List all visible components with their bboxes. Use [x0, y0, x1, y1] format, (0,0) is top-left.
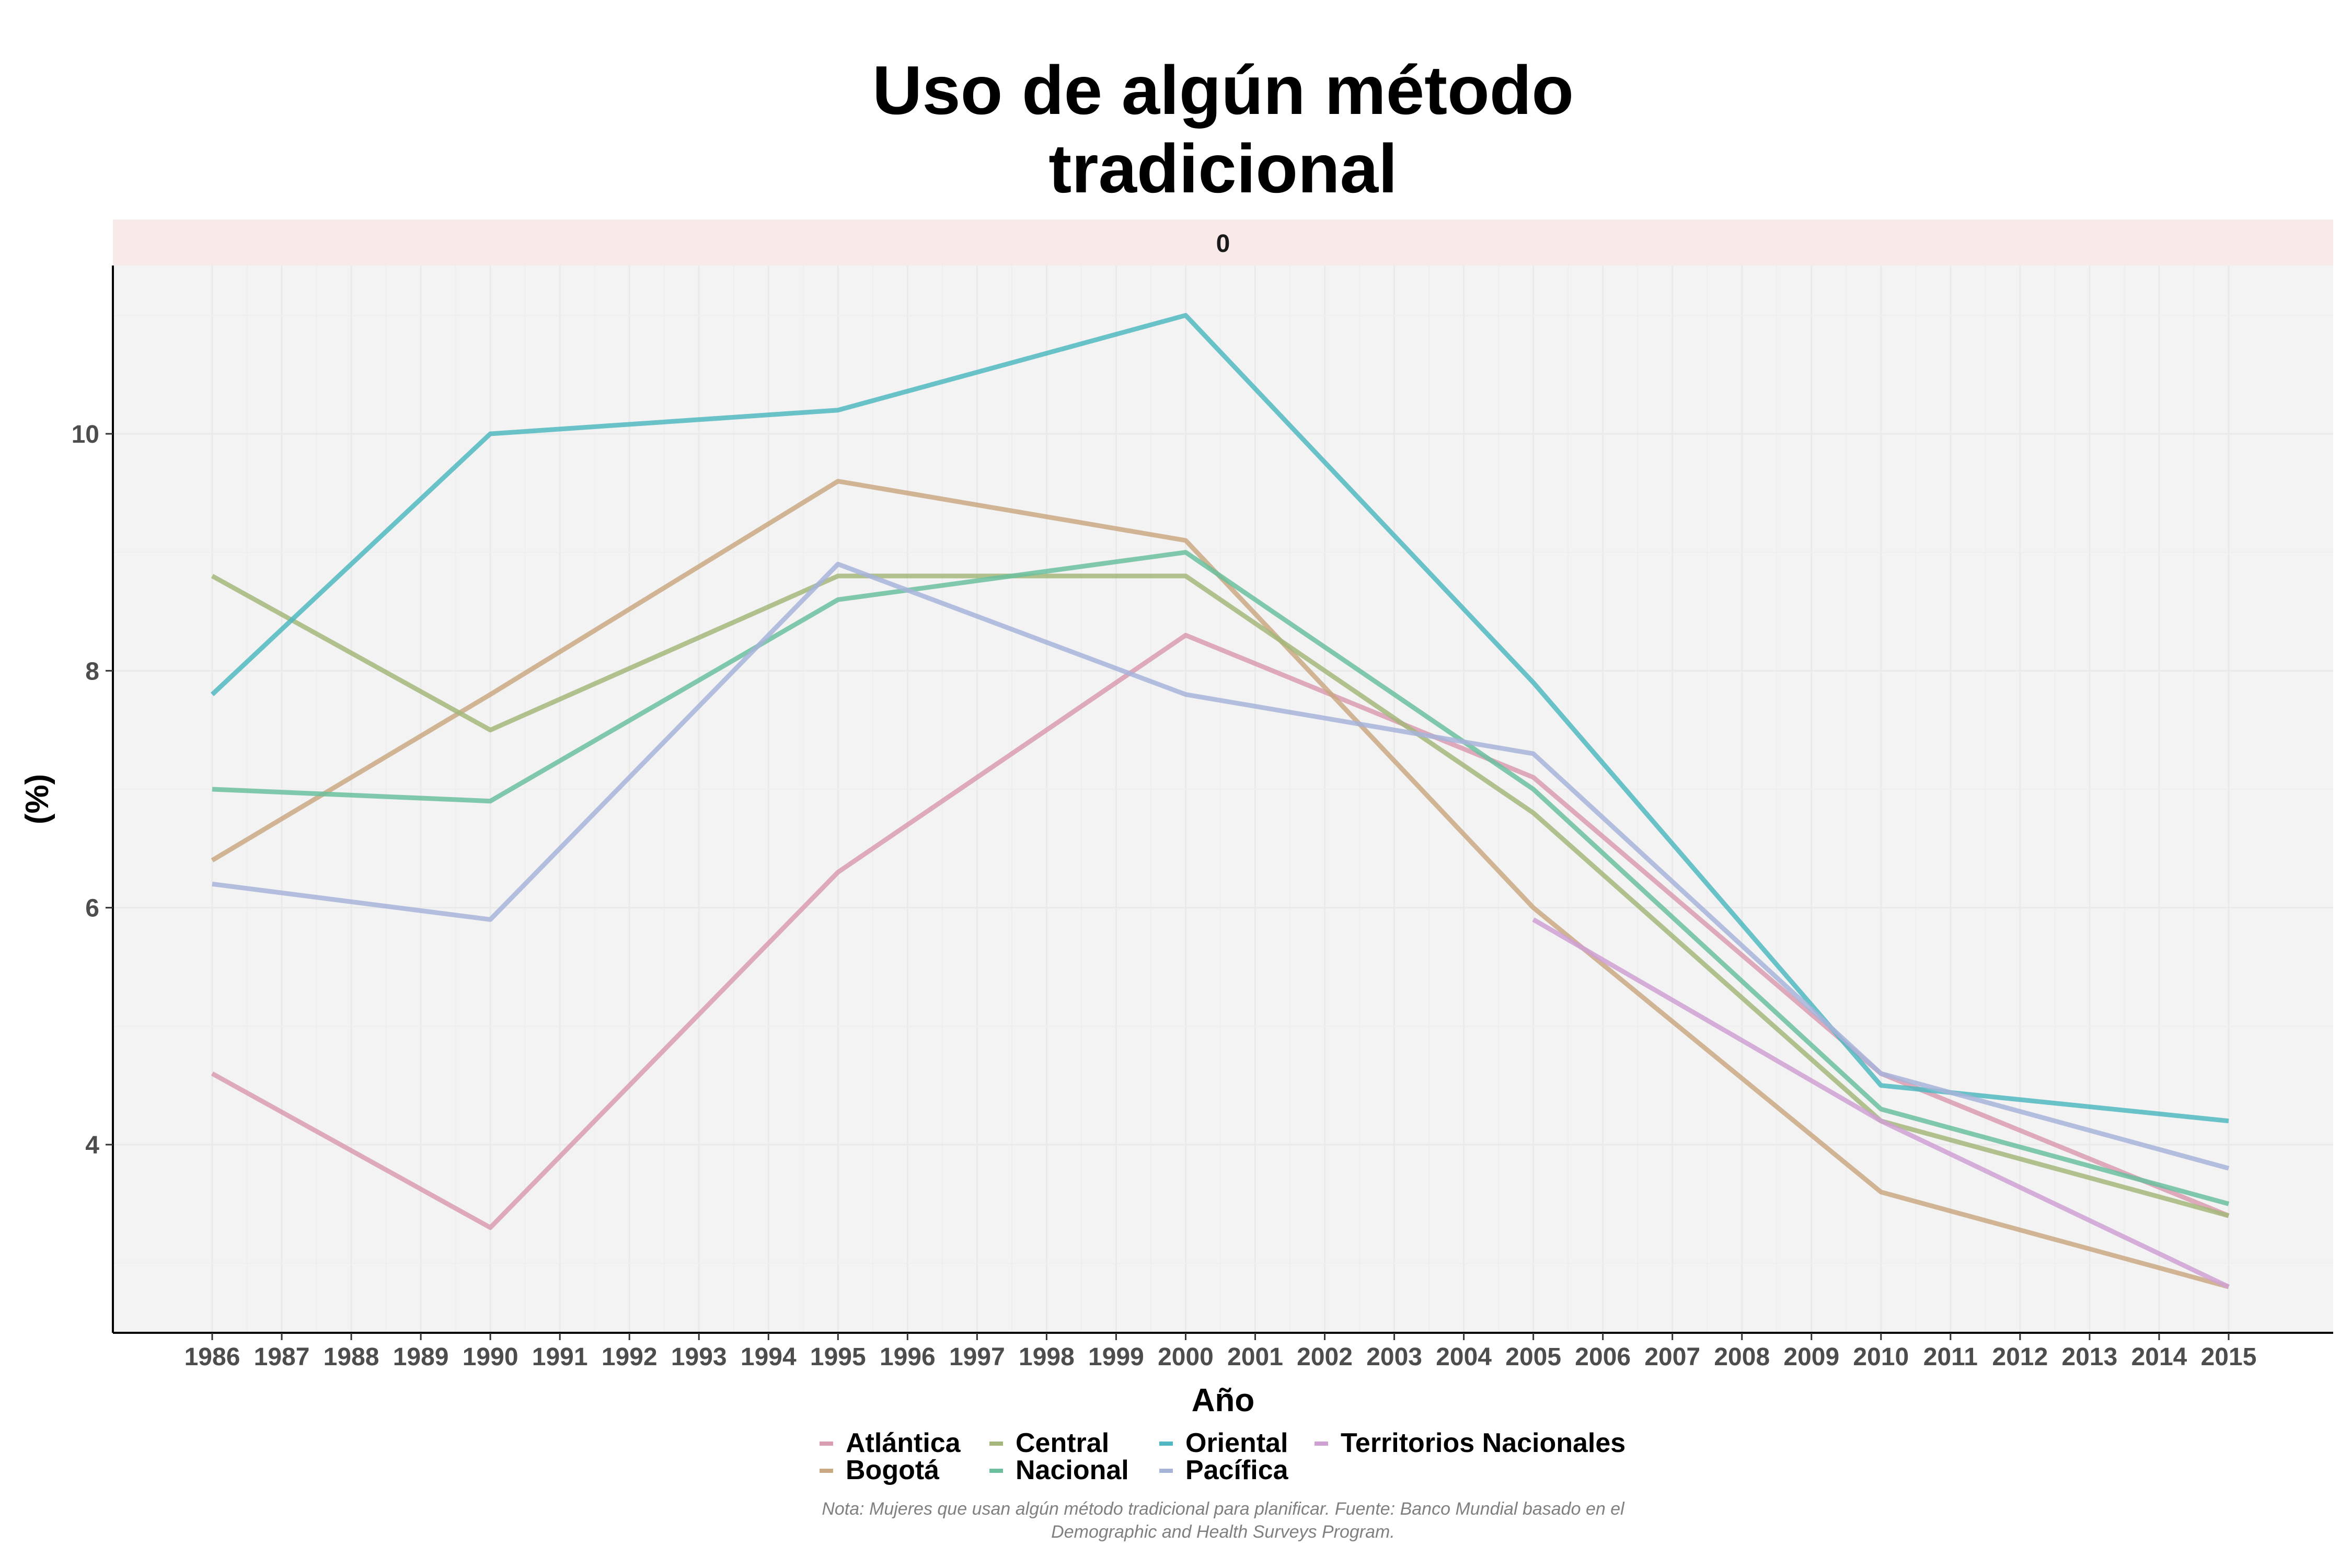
- legend-label: Nacional: [1016, 1455, 1129, 1485]
- legend-label: Oriental: [1185, 1428, 1288, 1458]
- series-line: [1532, 917, 2230, 1289]
- y-axis-ticks: 4 6 8 10: [72, 421, 113, 1159]
- x-tick-label: 1992: [602, 1343, 658, 1371]
- caption-line-1: Nota: Mujeres que usan algún método trad…: [822, 1499, 1625, 1519]
- facet-strip-label: 0: [1216, 230, 1230, 258]
- x-tick-label: 2008: [1714, 1343, 1770, 1371]
- chart-title-line-2: tradicional: [1048, 130, 1397, 207]
- series-line: [212, 561, 2230, 1171]
- x-axis-ticks: 1986 1987 1988 1989 1990 1991 1992 1993 1994 1995…: [185, 1333, 2257, 1371]
- facet-strip: [113, 220, 2333, 266]
- x-tick-label: 2009: [1783, 1343, 1839, 1371]
- x-tick-label: 2000: [1158, 1343, 1214, 1371]
- x-tick-label: 2011: [1923, 1343, 1978, 1371]
- x-tick-label: 1988: [324, 1343, 379, 1371]
- x-tick-label: 1994: [741, 1343, 797, 1371]
- x-tick-label: 1996: [880, 1343, 936, 1371]
- x-tick-label: 2001: [1227, 1343, 1283, 1371]
- series-line: [212, 550, 2230, 1206]
- y-axis-title: (%): [19, 774, 55, 824]
- x-tick-label: 2007: [1644, 1343, 1700, 1371]
- x-tick-label: 2014: [2131, 1343, 2187, 1371]
- x-tick-label: 1987: [254, 1343, 310, 1371]
- x-tick-label: 2002: [1297, 1343, 1353, 1371]
- legend-label: Territorios Nacionales: [1341, 1428, 1625, 1458]
- x-tick-label: 2012: [1992, 1343, 2048, 1371]
- x-tick-label: 2005: [1505, 1343, 1561, 1371]
- y-tick-label: 8: [85, 658, 99, 685]
- x-tick-label: 2006: [1575, 1343, 1631, 1371]
- x-axis-title: Año: [1192, 1382, 1255, 1419]
- x-tick-label: 1999: [1088, 1343, 1144, 1371]
- y-tick-label: 6: [85, 895, 99, 923]
- x-tick-label: 2010: [1853, 1343, 1909, 1371]
- x-tick-label: 1990: [463, 1343, 518, 1371]
- x-tick-label: 1989: [393, 1343, 449, 1371]
- chart-title-line-1: Uso de algún método: [872, 52, 1574, 129]
- x-tick-label: 2004: [1436, 1343, 1492, 1371]
- x-tick-label: 1998: [1019, 1343, 1075, 1371]
- x-tick-label: 1993: [671, 1343, 727, 1371]
- legend-label: Central: [1016, 1428, 1109, 1458]
- y-tick-label: 4: [85, 1132, 99, 1159]
- series-line: [211, 479, 2230, 1289]
- y-tick-label: 10: [72, 421, 99, 448]
- legend-label: Atlántica: [846, 1428, 961, 1458]
- x-tick-label: 1991: [532, 1343, 588, 1371]
- x-tick-label: 2003: [1366, 1343, 1422, 1371]
- x-tick-label: 1986: [185, 1343, 240, 1371]
- legend-label: Bogotá: [846, 1455, 940, 1485]
- series-lines: [210, 313, 2230, 1289]
- x-tick-label: 1997: [949, 1343, 1005, 1371]
- caption-line-2: Demographic and Health Surveys Program.: [1051, 1522, 1395, 1542]
- x-tick-label: 2015: [2201, 1343, 2257, 1371]
- series-line: [210, 313, 2229, 1124]
- legend-label: Pacífica: [1185, 1455, 1289, 1485]
- x-tick-label: 2013: [2062, 1343, 2118, 1371]
- x-tick-label: 1995: [810, 1343, 866, 1371]
